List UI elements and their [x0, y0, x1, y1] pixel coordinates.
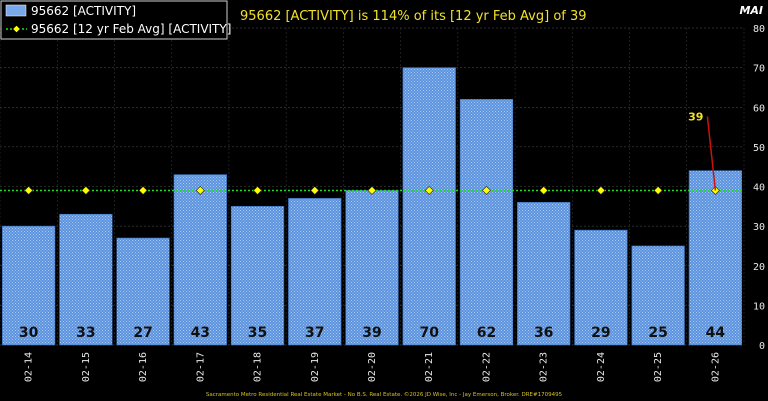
x-tick-label-02-24: 02-24 [596, 352, 607, 382]
bar-02-20 [345, 190, 399, 346]
x-tick-label-02-16: 02-16 [138, 352, 149, 382]
bar-02-25 [631, 245, 685, 346]
data-label-02-19: 37 [305, 325, 324, 341]
data-label-02-26: 44 [706, 325, 726, 341]
average-marker-02-19 [310, 186, 320, 195]
x-tick-label-02-17: 02-17 [195, 352, 206, 382]
bar-02-22 [459, 99, 514, 346]
legend-swatch-bars [5, 4, 27, 17]
x-tick-label-02-14: 02-14 [24, 352, 35, 382]
bar-02-21 [402, 67, 456, 346]
y-axis-label: MAI [739, 4, 763, 17]
data-label-02-15: 33 [76, 325, 95, 341]
x-tick-label-02-18: 02-18 [253, 352, 264, 382]
legend: 95662 [ACTIVITY] 95662 [12 yr Feb Avg] [… [0, 0, 231, 40]
data-label-02-16: 27 [133, 325, 152, 341]
data-label-02-18: 35 [248, 325, 267, 341]
data-label-02-20: 39 [362, 325, 381, 341]
average-marker-02-14 [24, 186, 34, 195]
x-tick-label-02-19: 02-19 [310, 352, 321, 382]
data-label-02-14: 30 [19, 325, 39, 341]
data-label-02-25: 25 [648, 325, 667, 341]
chart-headline: 95662 [ACTIVITY] is 114% of its [12 yr F… [240, 9, 587, 24]
y-tick-label: 80 [753, 24, 765, 35]
y-tick-label: 70 [753, 64, 765, 75]
average-line-series [0, 186, 744, 195]
bar-series [1, 67, 743, 346]
average-marker-02-17 [195, 186, 205, 195]
average-marker-02-24 [596, 186, 606, 195]
x-tick-label-02-20: 02-20 [367, 352, 378, 382]
average-marker-02-16 [138, 186, 148, 195]
callout-label: 39 [688, 110, 703, 123]
x-tick-label-02-26: 02-26 [710, 352, 721, 382]
y-tick-label: 10 [753, 301, 765, 312]
x-tick-label-02-22: 02-22 [481, 352, 492, 382]
bar-02-26 [688, 170, 743, 346]
legend-box [0, 0, 228, 40]
x-tick-label-02-15: 02-15 [81, 352, 92, 382]
bar-02-23 [517, 202, 571, 346]
bar-02-16 [116, 237, 170, 346]
x-tick-label-02-21: 02-21 [424, 352, 435, 382]
data-label-02-22: 62 [477, 325, 496, 341]
y-tick-label: 40 [753, 183, 765, 194]
x-axis-ticks: 02-14 02-15 02-16 02-17 02-18 02-19 02-20 02-21… [24, 352, 722, 382]
legend-label-avg: 95662 [12 yr Feb Avg] [ACTIVITY] [31, 22, 231, 36]
bar-02-19 [288, 198, 342, 346]
bar-02-15 [59, 213, 113, 346]
average-marker-02-23 [539, 186, 549, 195]
average-marker-02-15 [81, 186, 91, 195]
data-label-02-17: 43 [191, 325, 210, 341]
bar-02-18 [230, 206, 285, 346]
bar-02-24 [574, 229, 628, 346]
x-tick-label-02-23: 02-23 [539, 352, 550, 382]
footer-credit: Sacramento Metro Residential Real Estate… [206, 391, 563, 398]
legend-label-bars: 95662 [ACTIVITY] [31, 4, 136, 18]
average-marker-02-22 [482, 186, 491, 195]
average-marker-02-21 [424, 186, 434, 195]
average-marker-02-18 [253, 186, 262, 195]
data-label-02-24: 29 [591, 325, 610, 341]
data-labels: 30 33 27 43 35 37 39 70 62 36 29 25 44 [19, 325, 726, 341]
y-axis-ticks: 0 10 20 30 40 50 60 70 80 [753, 24, 765, 352]
y-tick-label: 50 [753, 143, 765, 154]
bar-02-14 [1, 225, 56, 346]
x-tick-label-02-25: 02-25 [653, 352, 664, 382]
legend-swatch-avg-marker [12, 25, 21, 33]
average-marker-02-25 [653, 186, 663, 195]
bar-02-17 [173, 174, 227, 346]
average-marker-02-20 [367, 186, 377, 195]
y-tick-label: 30 [753, 222, 765, 233]
callout: 39 [688, 110, 717, 191]
y-tick-label: 0 [759, 341, 765, 352]
callout-pointer [706, 116, 717, 191]
data-label-02-23: 36 [534, 325, 553, 341]
y-tick-label: 20 [753, 262, 765, 273]
data-label-02-21: 70 [419, 325, 439, 341]
y-tick-label: 60 [753, 103, 765, 114]
